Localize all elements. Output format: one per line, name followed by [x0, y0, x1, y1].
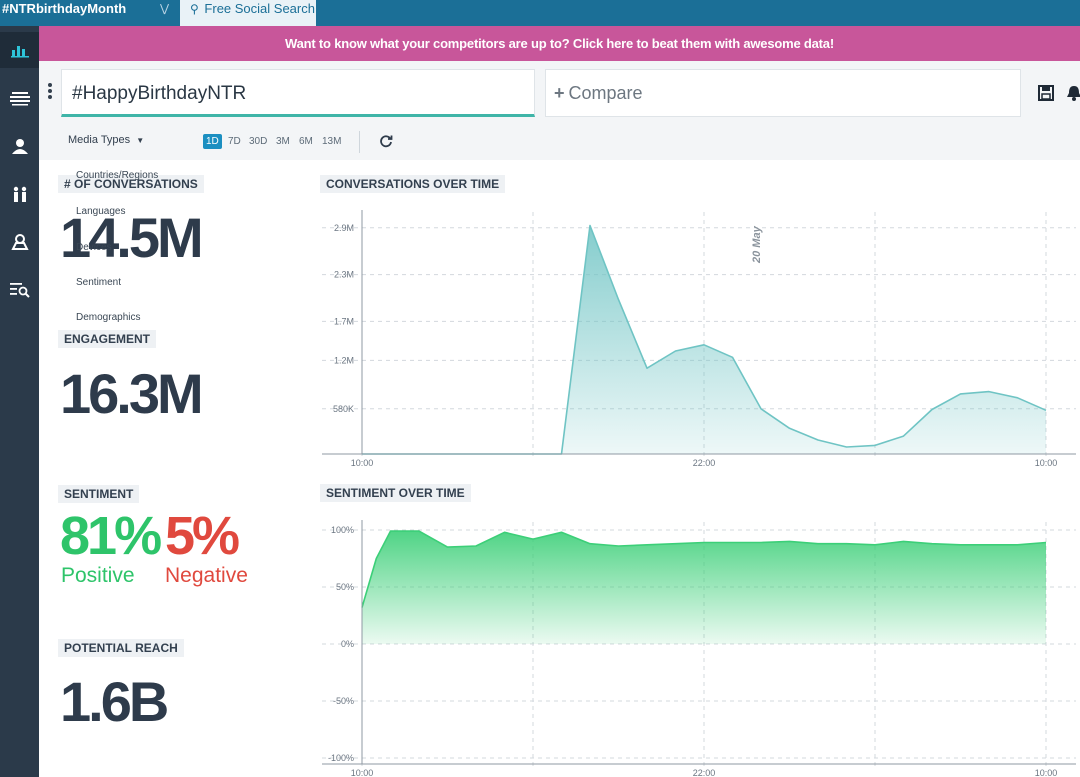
- filter-divider: [359, 131, 360, 153]
- x-tick-label: 10:00: [351, 458, 374, 468]
- range-3m-button[interactable]: 3M: [276, 136, 290, 147]
- tab-free-social-search[interactable]: ⚲ Free Social Search: [180, 0, 316, 26]
- dropdown-item-demographics[interactable]: Demographics: [76, 312, 141, 323]
- audience-icon[interactable]: [0, 176, 39, 212]
- dropdown-item-languages[interactable]: Languages: [76, 206, 126, 217]
- y-tick-label: 1.7M: [334, 316, 354, 326]
- reach-label: POTENTIAL REACH: [58, 639, 184, 657]
- reach-value: 1.6B: [60, 670, 169, 733]
- compare-placeholder: + Compare: [554, 83, 643, 104]
- kebab-menu-icon[interactable]: [48, 83, 54, 103]
- refresh-icon[interactable]: [379, 134, 393, 148]
- compare-input[interactable]: + Compare: [545, 69, 1021, 117]
- promo-banner[interactable]: Want to know what your competitors are u…: [39, 26, 1080, 61]
- filter-row: Media Types ▼ 1D 7D 30D 3M 6M 13M: [39, 131, 1080, 153]
- dropdown-item-countries[interactable]: Countries/Regions: [76, 170, 159, 181]
- compare-label: Compare: [568, 83, 643, 103]
- positive-label: Positive: [61, 564, 135, 587]
- bar-chart-icon[interactable]: [0, 32, 39, 68]
- y-tick-label: 2.3M: [334, 270, 354, 280]
- bell-icon[interactable]: [1066, 85, 1080, 101]
- location-icon[interactable]: [0, 224, 39, 260]
- hashtag-stream-icon[interactable]: [0, 80, 39, 116]
- query-text: #HappyBirthdayNTR: [72, 83, 247, 104]
- engagement-label: ENGAGEMENT: [58, 330, 157, 348]
- date-annotation: 20 May: [751, 225, 763, 264]
- x-tick-label: 10:00: [1035, 768, 1058, 777]
- search-area: #HappyBirthdayNTR + Compare Media Types ▼…: [39, 61, 1080, 160]
- dropdown-item-devices[interactable]: Devices: [76, 242, 112, 253]
- x-tick-label: 10:00: [351, 768, 374, 777]
- y-tick-label: 0%: [341, 639, 354, 649]
- range-6m-button[interactable]: 6M: [299, 136, 313, 147]
- top-tab-bar: #NTRbirthdayMonth ⋁ ⚲ Free Social Search: [0, 0, 1080, 26]
- caret-down-icon: ▼: [136, 136, 145, 145]
- range-13m-button[interactable]: 13M: [322, 136, 342, 147]
- media-types-dropdown[interactable]: Media Types ▼: [68, 134, 144, 146]
- influencer-icon[interactable]: [0, 128, 39, 164]
- sidebar: [0, 26, 39, 777]
- y-tick-label: 50%: [336, 582, 354, 592]
- range-30d-button[interactable]: 30D: [249, 136, 268, 147]
- y-tick-label: 100%: [331, 525, 354, 535]
- negative-value: 5%: [165, 506, 240, 566]
- range-1d-button[interactable]: 1D: [203, 134, 222, 149]
- x-tick-label: 10:00: [1035, 458, 1058, 468]
- tab-ntr-birthday-month[interactable]: #NTRbirthdayMonth: [2, 1, 127, 16]
- sentiment-over-time-chart: 100% 50% 0% -50% -100% 10:00 22:00 10:00: [322, 520, 1076, 777]
- dropdown-item-sentiment[interactable]: Sentiment: [76, 277, 122, 288]
- tab-free-social-search-label: Free Social Search: [204, 1, 315, 16]
- x-tick-label: 22:00: [693, 768, 716, 777]
- sentiment-label: SENTIMENT: [58, 485, 140, 503]
- search-list-icon[interactable]: [0, 272, 39, 308]
- search-icon: ⚲: [190, 2, 199, 16]
- y-tick-label: 1.2M: [334, 355, 354, 365]
- conversations-over-time-chart: 2.9M 2.3M 1.7M 1.2M 580K 10:00 22:00 10:00 20 Ma…: [322, 210, 1076, 468]
- y-tick-label: 2.9M: [334, 223, 354, 233]
- y-tick-label: -100%: [328, 753, 354, 763]
- series-line: [361, 530, 1047, 608]
- plus-icon: +: [554, 83, 565, 103]
- positive-value: 81%: [60, 506, 162, 566]
- query-input[interactable]: #HappyBirthdayNTR: [61, 69, 535, 117]
- conversations-label: # OF CONVERSATIONS: [58, 175, 204, 193]
- negative-label: Negative: [165, 564, 248, 587]
- save-icon[interactable]: [1038, 85, 1054, 101]
- engagement-value: 16.3M: [60, 362, 204, 425]
- conversations-value: 14.5M: [60, 206, 204, 269]
- tabs-chevron-icon[interactable]: ⋁: [160, 3, 170, 15]
- sentiment-chart-title: SENTIMENT OVER TIME: [320, 484, 471, 502]
- y-tick-label: -50%: [333, 696, 354, 706]
- series-area: [362, 225, 1046, 454]
- range-7d-button[interactable]: 7D: [228, 136, 241, 147]
- y-tick-label: 580K: [333, 404, 354, 414]
- conversations-chart-title: CONVERSATIONS OVER TIME: [320, 175, 506, 193]
- x-tick-label: 22:00: [693, 458, 716, 468]
- series-area: [362, 531, 1046, 644]
- media-types-label: Media Types: [68, 134, 131, 146]
